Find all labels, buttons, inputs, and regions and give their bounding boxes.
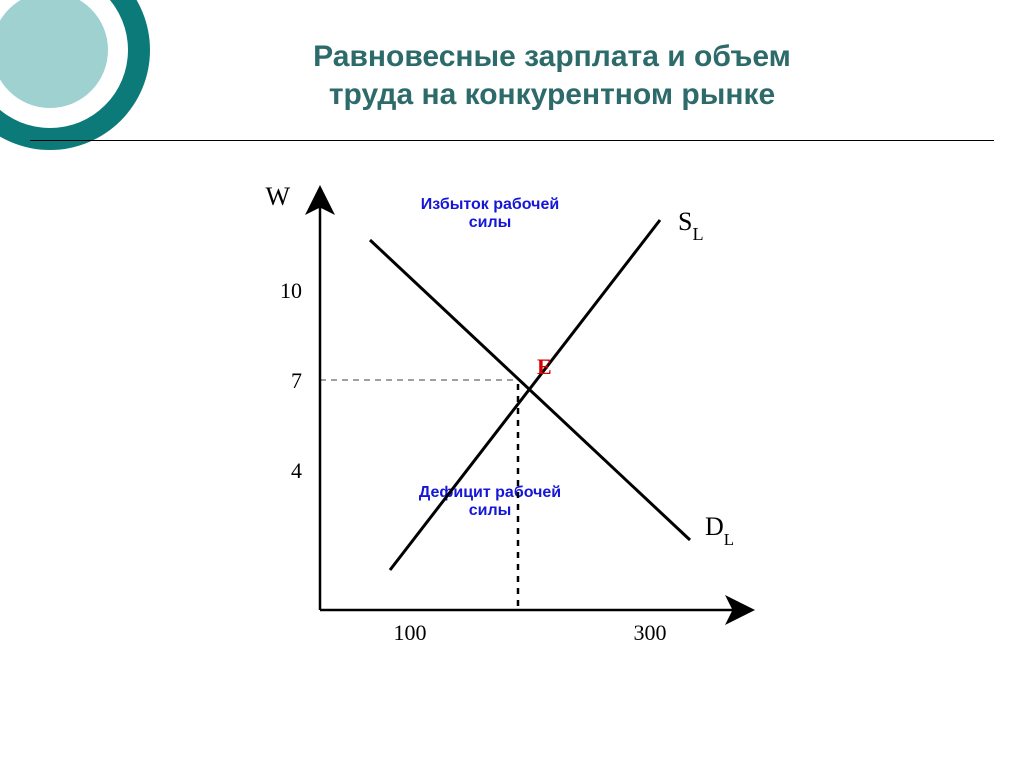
slide-title: Равновесные зарплата и объем труда на ко…	[140, 38, 964, 113]
supply-label: SL	[678, 207, 704, 244]
y-tick-10: 10	[280, 278, 302, 303]
supply-demand-chart: W 10 7 4 100 300 SL DL E	[260, 170, 780, 660]
title-line-2: труда на конкурентном рынке	[329, 78, 775, 111]
chart-svg: W 10 7 4 100 300 SL DL E	[260, 170, 780, 660]
y-axis-label: W	[265, 182, 290, 211]
corner-rings-icon	[0, 0, 160, 160]
y-tick-7: 7	[291, 368, 302, 393]
supply-curve	[390, 220, 660, 570]
title-underline	[30, 140, 994, 141]
title-line-1: Равновесные зарплата и объем	[313, 40, 791, 73]
x-tick-100: 100	[394, 620, 427, 645]
demand-label: DL	[705, 512, 734, 549]
equilibrium-label: E	[537, 354, 552, 379]
y-tick-4: 4	[291, 458, 302, 483]
slide: Равновесные зарплата и объем труда на ко…	[0, 0, 1024, 768]
x-tick-300: 300	[634, 620, 667, 645]
